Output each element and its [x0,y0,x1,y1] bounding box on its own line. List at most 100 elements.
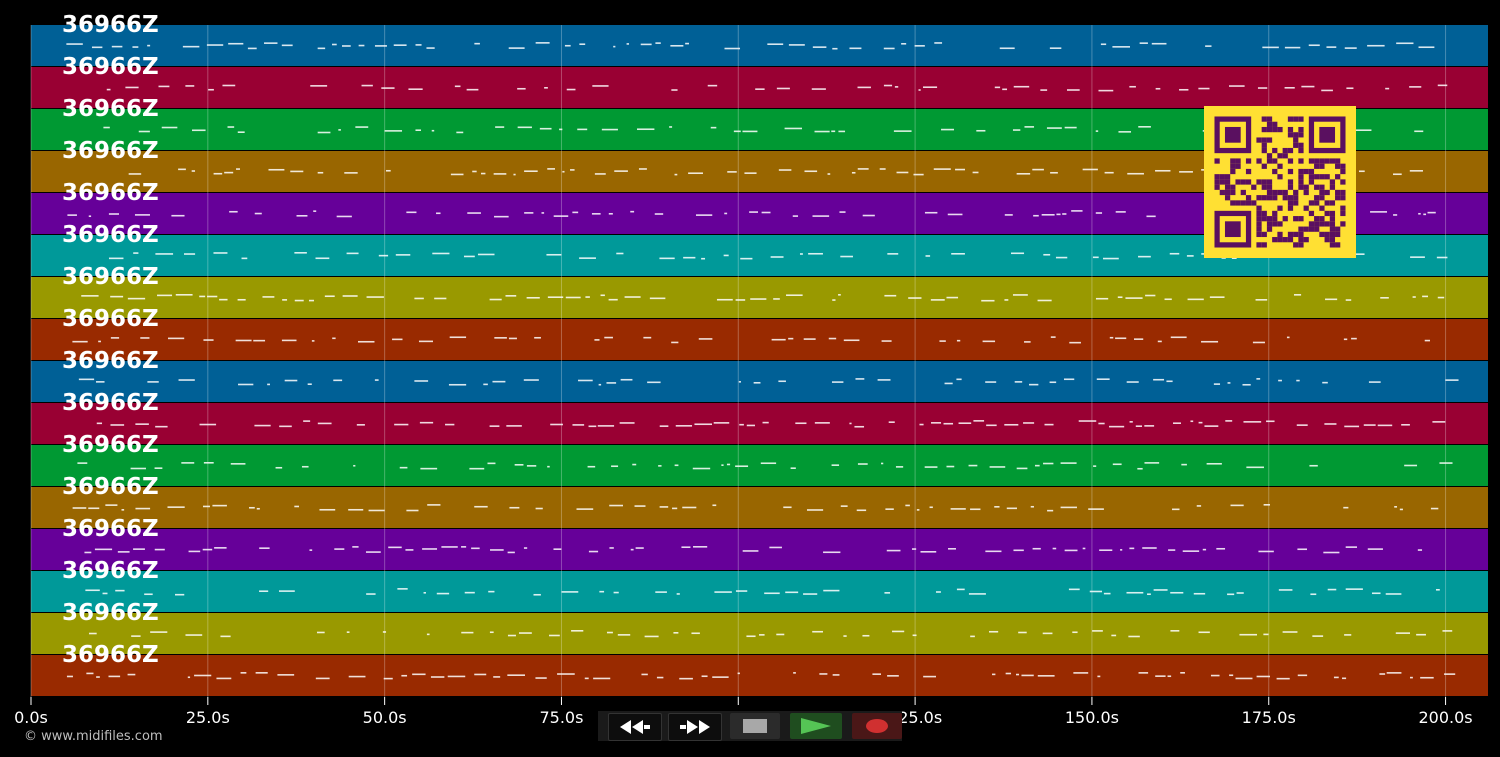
note [950,508,966,510]
note [1394,506,1398,508]
qr-module [1303,184,1309,190]
note [544,87,548,89]
track-lane [31,445,1488,486]
track-label: 36966Z [62,432,159,458]
qr-module [1319,231,1325,238]
note [659,506,669,508]
note [535,677,547,679]
note [862,634,870,637]
note [701,675,708,678]
note [947,213,963,216]
note [431,129,435,132]
note [849,422,852,425]
note [241,257,248,260]
note [254,212,262,215]
note [1343,506,1349,509]
note [535,42,550,44]
qr-module [1224,174,1231,180]
note [282,299,288,301]
qr-module [1308,179,1315,185]
note [746,635,756,638]
note [1284,86,1295,89]
note [547,465,550,468]
play-button[interactable] [790,713,842,739]
qr-module [1219,174,1225,180]
note [445,423,455,426]
qr-module [1340,179,1346,185]
note [294,299,304,302]
note [348,508,364,511]
note [1024,341,1031,343]
qr-module [1324,189,1330,196]
note [1427,211,1436,214]
note [175,593,185,596]
qr-module [1298,147,1304,154]
note [1205,45,1212,47]
note [999,47,1015,50]
note [494,215,509,218]
note [332,43,337,46]
note [346,631,350,633]
note [230,463,246,465]
note [1004,423,1019,426]
qr-module [1240,189,1246,196]
note [508,47,525,49]
note [1117,296,1123,299]
tick-label: 150.0s [1065,708,1119,727]
note [240,672,247,674]
note [464,591,475,594]
qr-module [1277,237,1283,243]
note [786,294,803,297]
record-button[interactable] [852,713,902,739]
qr-module [1256,216,1262,222]
qr-module [1266,221,1273,227]
note [744,172,757,174]
note [1417,549,1423,551]
note [1409,170,1423,172]
note [1153,378,1165,381]
qr-module [1340,205,1346,211]
qr-module [1335,189,1341,196]
qr-module [1287,179,1294,185]
note [333,379,343,382]
note [208,88,214,91]
note [135,507,151,510]
qr-module [1329,179,1336,185]
note [832,674,840,676]
note [879,168,886,170]
note [908,297,922,299]
note [448,383,467,386]
note [1050,336,1056,338]
note [626,43,630,45]
note [1147,593,1151,596]
stop-button[interactable] [730,713,780,739]
note [1252,341,1265,344]
note [420,467,438,470]
note [316,631,325,634]
copyright-text: © www.midifiles.com [24,729,163,744]
qr-module [1319,189,1325,196]
note [358,44,365,47]
rewind-button[interactable] [608,713,662,741]
note [1296,424,1308,426]
qr-module [1230,158,1236,164]
note [716,298,733,301]
note [769,546,782,549]
qr-module [1340,195,1346,201]
note [1089,590,1103,593]
transport-controls [598,711,902,741]
note [1202,548,1207,551]
note [1012,294,1028,296]
note [1126,591,1144,594]
qr-module [1340,189,1346,196]
note [96,676,100,678]
note [1043,253,1051,256]
qr-module [1298,216,1304,222]
qr-module [1298,132,1304,138]
note [611,465,619,468]
track-label: 36966Z [62,54,159,80]
fast-forward-button[interactable] [668,713,722,741]
note [1368,381,1381,383]
qr-module [1329,226,1336,232]
note [675,425,693,427]
